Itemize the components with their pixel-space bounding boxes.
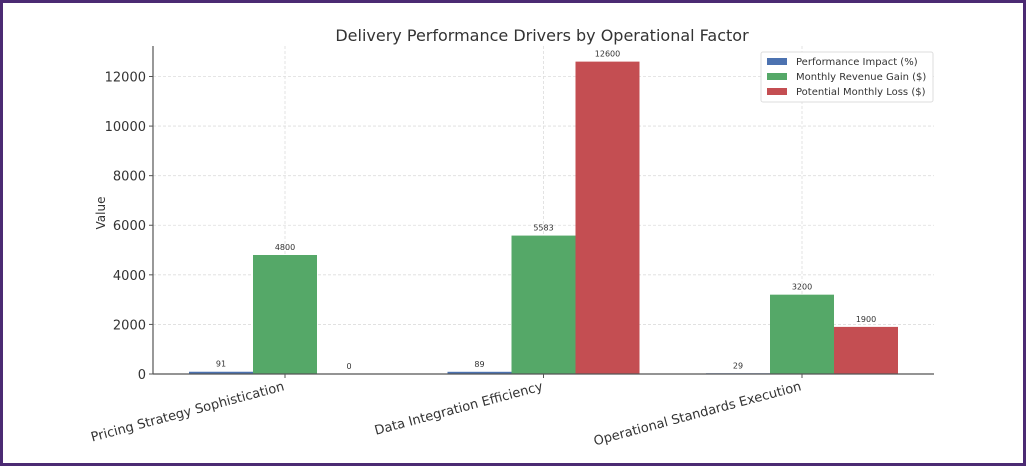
bar-value-label: 4800 [275,243,295,252]
y-tick-label: 4000 [113,269,146,284]
y-tick-label: 2000 [113,318,146,333]
legend-swatch [767,73,787,80]
bar-monthly-revenue-gain [253,254,317,374]
x-tick-label: Pricing Strategy Sophistication [89,379,286,445]
x-tick-label: Data Integration Efficiency [373,379,545,438]
y-tick-label: 6000 [113,219,146,234]
x-tick-label: Operational Standards Execution [592,379,803,449]
bar-performance-impact [189,371,253,374]
bar-value-label: 3200 [792,283,812,292]
legend-swatch [767,88,787,95]
legend-label: Potential Monthly Loss ($) [796,87,926,98]
legend-box [760,51,934,103]
bar-value-label: 89 [474,360,484,369]
bar-potential-monthly-loss [834,326,898,374]
y-tick-label: 0 [138,368,146,383]
y-axis-label: Value [94,197,108,230]
bar-monthly-revenue-gain [511,235,576,374]
y-tick-label: 12000 [105,70,146,85]
legend-label: Performance Impact (%) [796,57,918,68]
bar-value-label: 0 [346,362,351,371]
y-tick-label: 8000 [113,170,146,185]
bar-value-label: 12600 [595,50,620,59]
legend-swatch [767,58,787,65]
bar-monthly-revenue-gain [770,294,834,374]
bar-value-label: 1900 [856,315,876,324]
bar-value-label: 29 [733,361,743,370]
bar-chart: Delivery Performance Drivers by Operatio… [89,26,934,449]
bar-value-label: 91 [216,360,226,369]
legend: Performance Impact (%) Monthly Revenue Ga… [760,51,934,103]
bar-performance-impact [447,371,512,374]
legend-label: Monthly Revenue Gain ($) [796,72,926,83]
bar-potential-monthly-loss [575,61,640,374]
y-tick-label: 10000 [105,120,146,135]
bar-value-label: 5583 [533,224,553,233]
chart-title: Delivery Performance Drivers by Operatio… [335,26,749,45]
